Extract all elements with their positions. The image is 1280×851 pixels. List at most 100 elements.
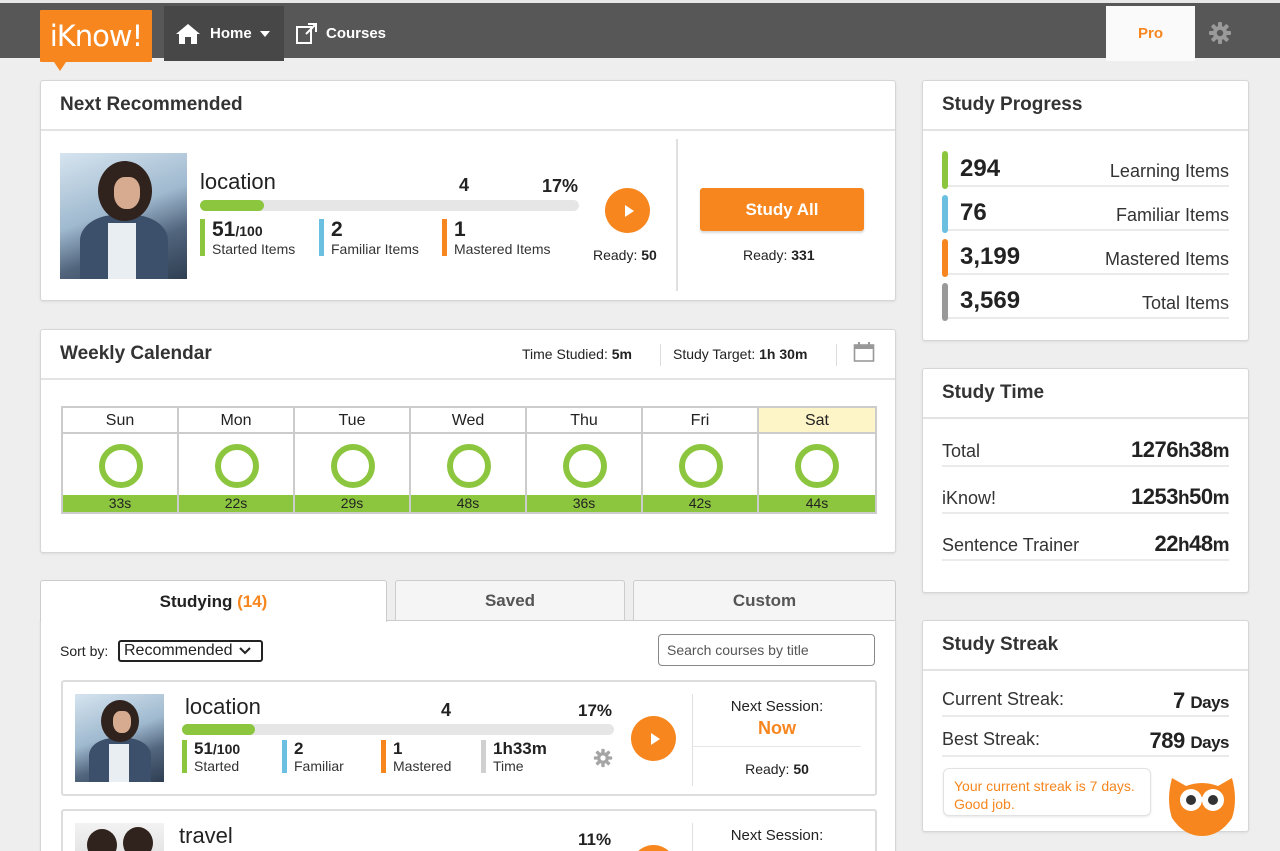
study-all-ready: Ready: 331 <box>743 247 815 263</box>
course-started-num: 51 <box>194 739 213 758</box>
calendar-icon[interactable] <box>853 341 875 363</box>
current-streak-row: Current Streak: 7 Days <box>942 679 1229 717</box>
calendar-day-2: Tue 29s <box>295 408 411 512</box>
next-mastered-stat: 1 Mastered Items <box>442 219 550 256</box>
course-progress-fill <box>182 724 256 735</box>
calendar-day-name: Mon <box>179 408 293 434</box>
course-ready-value: 50 <box>793 761 809 777</box>
next-course-count: 4 <box>459 175 470 195</box>
gear-icon[interactable] <box>1208 21 1232 45</box>
course-title[interactable]: location <box>185 694 261 719</box>
hours-unit: h <box>1178 488 1190 509</box>
study-target-label: Study Target: <box>673 346 756 362</box>
next-ready-label: Ready: <box>593 247 638 263</box>
course-count: 4 <box>441 700 452 720</box>
study-progress-label: Mastered Items <box>1104 249 1229 269</box>
hours-unit: h <box>1178 441 1190 462</box>
course-play-button[interactable] <box>631 845 676 851</box>
course-mastered-stat: 1 Mastered <box>381 740 451 773</box>
weekly-calendar-title: Weekly Calendar <box>41 330 895 380</box>
best-streak-number: 789 <box>1149 728 1186 753</box>
calendar-day-time: 22s <box>179 495 293 512</box>
course-row[interactable]: location 4 17% 51/100 Started 2 Familiar… <box>61 680 877 796</box>
study-progress-value: 3,569 <box>960 287 1021 314</box>
study-progress-title: Study Progress <box>923 81 1248 131</box>
study-progress-label: Total Items <box>1141 293 1229 313</box>
nav-courses-link[interactable]: Courses <box>294 6 386 61</box>
studying-panel: Sort by: Recommended Search courses by t… <box>40 620 896 851</box>
vertical-divider <box>692 823 693 851</box>
course-percent: 11% <box>578 830 612 849</box>
next-play-button[interactable] <box>605 188 650 233</box>
tab-custom[interactable]: Custom <box>633 580 896 620</box>
calendar-day-0: Sun 33s <box>63 408 179 512</box>
study-time-minutes: 50 <box>1189 484 1213 509</box>
course-familiar-stat: 2 Familiar <box>282 740 344 773</box>
nav-home-label: Home <box>210 25 252 42</box>
color-marker <box>942 283 948 321</box>
study-time-card: Study Time Total 1276h38m iKnow! 1253h50m Se… <box>922 368 1249 593</box>
best-streak-value: 789 Days <box>1149 728 1230 754</box>
study-streak-title: Study Streak <box>923 621 1248 671</box>
next-progress-bar <box>200 200 579 211</box>
next-ready-value: 50 <box>641 247 657 263</box>
tab-studying-label: Studying <box>159 591 233 611</box>
tab-saved[interactable]: Saved <box>395 580 625 620</box>
divider <box>693 746 861 747</box>
course-thumbnail[interactable] <box>75 823 164 851</box>
study-time-label: Sentence Trainer <box>942 535 1080 555</box>
next-started-den: /100 <box>235 223 263 239</box>
gear-icon[interactable] <box>593 748 613 768</box>
sort-by-select[interactable]: Recommended <box>118 640 263 662</box>
current-streak-number: 7 <box>1172 688 1185 713</box>
minutes-unit: m <box>1212 441 1230 462</box>
study-all-ready-label: Ready: <box>743 247 788 263</box>
calendar-day-time: 48s <box>411 495 525 512</box>
nav-home-menu[interactable]: Home <box>164 6 284 61</box>
course-time-label: Time <box>493 758 524 774</box>
calendar-progress-ring <box>447 444 491 488</box>
nav-pro-button[interactable]: Pro <box>1106 6 1195 61</box>
next-familiar-num: 2 <box>331 218 343 241</box>
next-mastered-label: Mastered Items <box>454 241 551 257</box>
search-courses-input[interactable]: Search courses by title <box>658 634 875 666</box>
best-streak-row: Best Streak: 789 Days <box>942 719 1229 757</box>
study-time-value: 1276h38m <box>1131 437 1229 463</box>
study-progress-row: 3,569 Total Items <box>942 281 1229 321</box>
tab-studying[interactable]: Studying (14) <box>40 580 387 622</box>
tab-studying-count: (14) <box>237 591 268 611</box>
course-title[interactable]: travel <box>179 823 233 848</box>
course-time-stat: 1h33m Time <box>481 740 547 773</box>
calendar-progress-ring <box>99 444 143 488</box>
study-time-hours: 1253 <box>1131 484 1178 509</box>
next-started-label: Started Items <box>212 241 296 257</box>
current-streak-value: 7 Days <box>1172 688 1230 714</box>
course-play-button[interactable] <box>631 716 676 761</box>
sort-by-selected: Recommended <box>124 642 233 659</box>
calendar-day-time: 44s <box>759 495 875 512</box>
next-course-title[interactable]: location <box>200 169 276 194</box>
study-progress-label: Learning Items <box>1109 161 1229 181</box>
course-time-hours: 1h <box>493 739 513 758</box>
study-progress-row: 3,199 Mastered Items <box>942 237 1229 277</box>
nav-courses-label: Courses <box>326 25 387 42</box>
chevron-down-icon <box>259 30 270 37</box>
weekly-calendar-card: Weekly Calendar Time Studied: 5m Study T… <box>40 329 896 553</box>
calendar-day-4: Thu 36s <box>527 408 643 512</box>
course-thumbnail[interactable] <box>60 153 187 279</box>
best-streak-label: Best Streak: <box>942 729 1041 749</box>
study-all-button[interactable]: Study All <box>700 188 864 231</box>
course-row[interactable]: travel 11% Next Session: <box>61 809 877 851</box>
course-thumbnail[interactable] <box>75 694 164 782</box>
time-studied: Time Studied: 5m <box>522 346 632 362</box>
color-marker <box>942 151 948 189</box>
iknow-logo[interactable]: iKnow! <box>40 10 152 62</box>
next-session-value: Now <box>758 718 796 738</box>
weekly-calendar-grid: Sun 33s Mon 22s Tue 29s Wed 48s Thu 36s Fri 42s Sat 4… <box>61 406 877 514</box>
study-time-label: Total <box>942 441 981 461</box>
color-marker <box>942 195 948 233</box>
next-recommended-title: Next Recommended <box>41 81 895 131</box>
next-familiar-label: Familiar Items <box>331 241 419 257</box>
course-mastered-label: Mastered <box>393 758 452 774</box>
calendar-progress-ring <box>679 444 723 488</box>
